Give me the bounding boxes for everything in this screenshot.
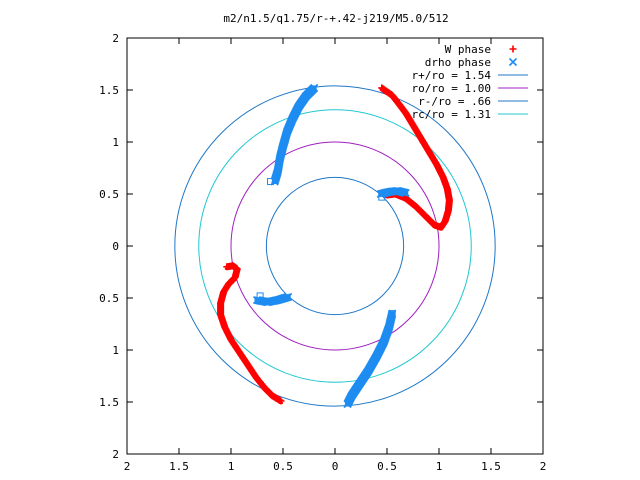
legend-label-1: drho phase: [425, 56, 491, 69]
x-tick-label: 2: [124, 460, 131, 473]
series-1-markers: [252, 83, 410, 409]
axis-ticks: 2 1.5 1 0.5 0 0.5 1 1.5 221.510.500.511.52: [99, 32, 546, 473]
circle-2: [265, 176, 405, 316]
y-tick-label: 1: [112, 136, 119, 149]
circle-1: [230, 141, 440, 351]
y-tick-label: 2: [112, 448, 119, 461]
circle-3: [198, 109, 472, 383]
legend-label-5: rc/ro = 1.31: [412, 108, 491, 121]
x-tick-label: 1: [228, 460, 235, 473]
legend-marker-1: [508, 57, 518, 67]
y-tick-label: 1.5: [99, 396, 119, 409]
y-tick-label: 2: [112, 32, 119, 45]
reference-circles: [174, 85, 496, 407]
open-square-marker-0: [267, 178, 275, 186]
x-tick-label: 0.5: [273, 460, 293, 473]
y-tick-label: 1.5: [99, 84, 119, 97]
y-tick-label: 0: [112, 240, 119, 253]
circle-0: [174, 85, 496, 407]
x-tick-label: 2: [540, 460, 547, 473]
legend-label-4: r-/ro = .66: [418, 95, 491, 108]
open-square-marker-3: [256, 292, 264, 300]
series-1-point-fill: [272, 179, 278, 185]
series-1-point-fill: [254, 297, 260, 303]
x-tick-label: 1: [436, 460, 443, 473]
x-tick-label: 1.5: [169, 460, 189, 473]
series-1-point-fill: [344, 401, 350, 407]
y-tick-label: 1: [112, 344, 119, 357]
legend-label-3: ro/ro = 1.00: [412, 82, 491, 95]
x-tick-label: 0: [332, 460, 339, 473]
series-0-markers: [217, 84, 453, 405]
x-tick-label: 0.5: [377, 460, 397, 473]
chart-title: m2/n1.5/q1.75/r-+.42-j219/M5.0/512: [223, 12, 448, 25]
open-square-marker-2: [388, 310, 396, 318]
x-tick-label: 1.5: [481, 460, 501, 473]
y-tick-label: 0.5: [99, 188, 119, 201]
legend-label-0: W phase: [445, 43, 491, 56]
open-square-marker-1: [378, 193, 386, 201]
y-tick-label: 0.5: [99, 292, 119, 305]
legend-marker-0: [509, 45, 517, 53]
data-markers: [217, 83, 453, 409]
legend-label-2: r+/ro = 1.54: [412, 69, 492, 82]
